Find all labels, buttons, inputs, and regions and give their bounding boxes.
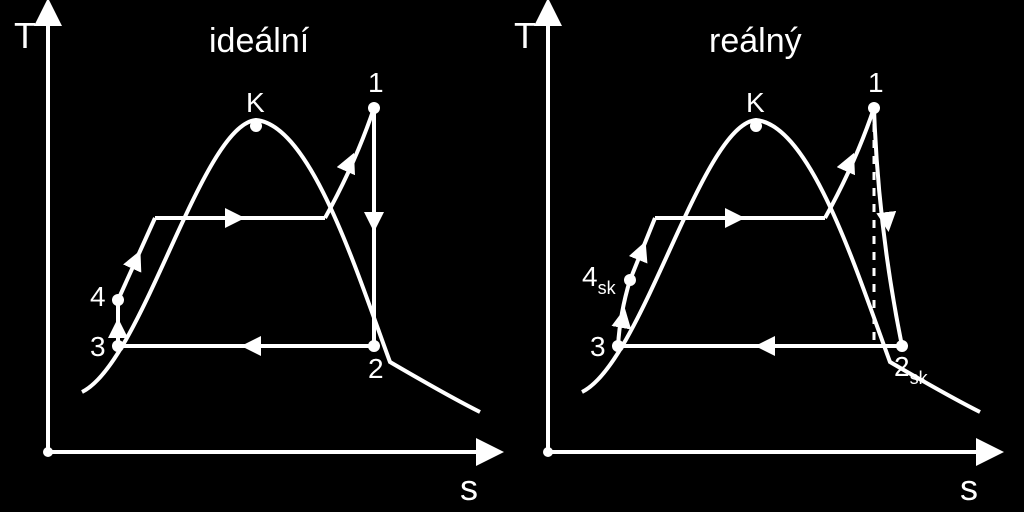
- label-4: 4: [90, 281, 106, 312]
- point-4: [112, 294, 124, 306]
- critical-point-label: K: [246, 87, 265, 118]
- x-axis-label: s: [460, 467, 478, 508]
- label-2: 2: [368, 353, 384, 384]
- arrow-superheat: [852, 157, 853, 159]
- point-1: [868, 102, 880, 114]
- point-2: [368, 340, 380, 352]
- critical-point-label: K: [746, 87, 765, 118]
- y-axis-label: T: [14, 15, 36, 56]
- origin-point: [43, 447, 53, 457]
- origin-point: [543, 447, 553, 457]
- critical-point: [250, 120, 262, 132]
- point-1: [368, 102, 380, 114]
- point-4sk: [624, 274, 636, 286]
- point-3: [612, 340, 624, 352]
- panel-title: ideální: [209, 22, 310, 60]
- label-3: 3: [90, 331, 106, 362]
- label-3: 3: [590, 331, 606, 362]
- critical-point: [750, 120, 762, 132]
- label-1: 1: [868, 67, 884, 98]
- arrow-4sk-sat: [643, 245, 644, 247]
- y-axis-label: T: [514, 15, 536, 56]
- ts-diagram-pair: T s ideální K 1 2 3 4 T: [0, 0, 1024, 512]
- arrow-4-sat: [138, 254, 139, 256]
- arrow-superheat: [352, 157, 353, 159]
- point-3: [112, 340, 124, 352]
- x-axis-label: s: [960, 467, 978, 508]
- label-1: 1: [368, 67, 384, 98]
- panel-title: reálný: [709, 22, 802, 60]
